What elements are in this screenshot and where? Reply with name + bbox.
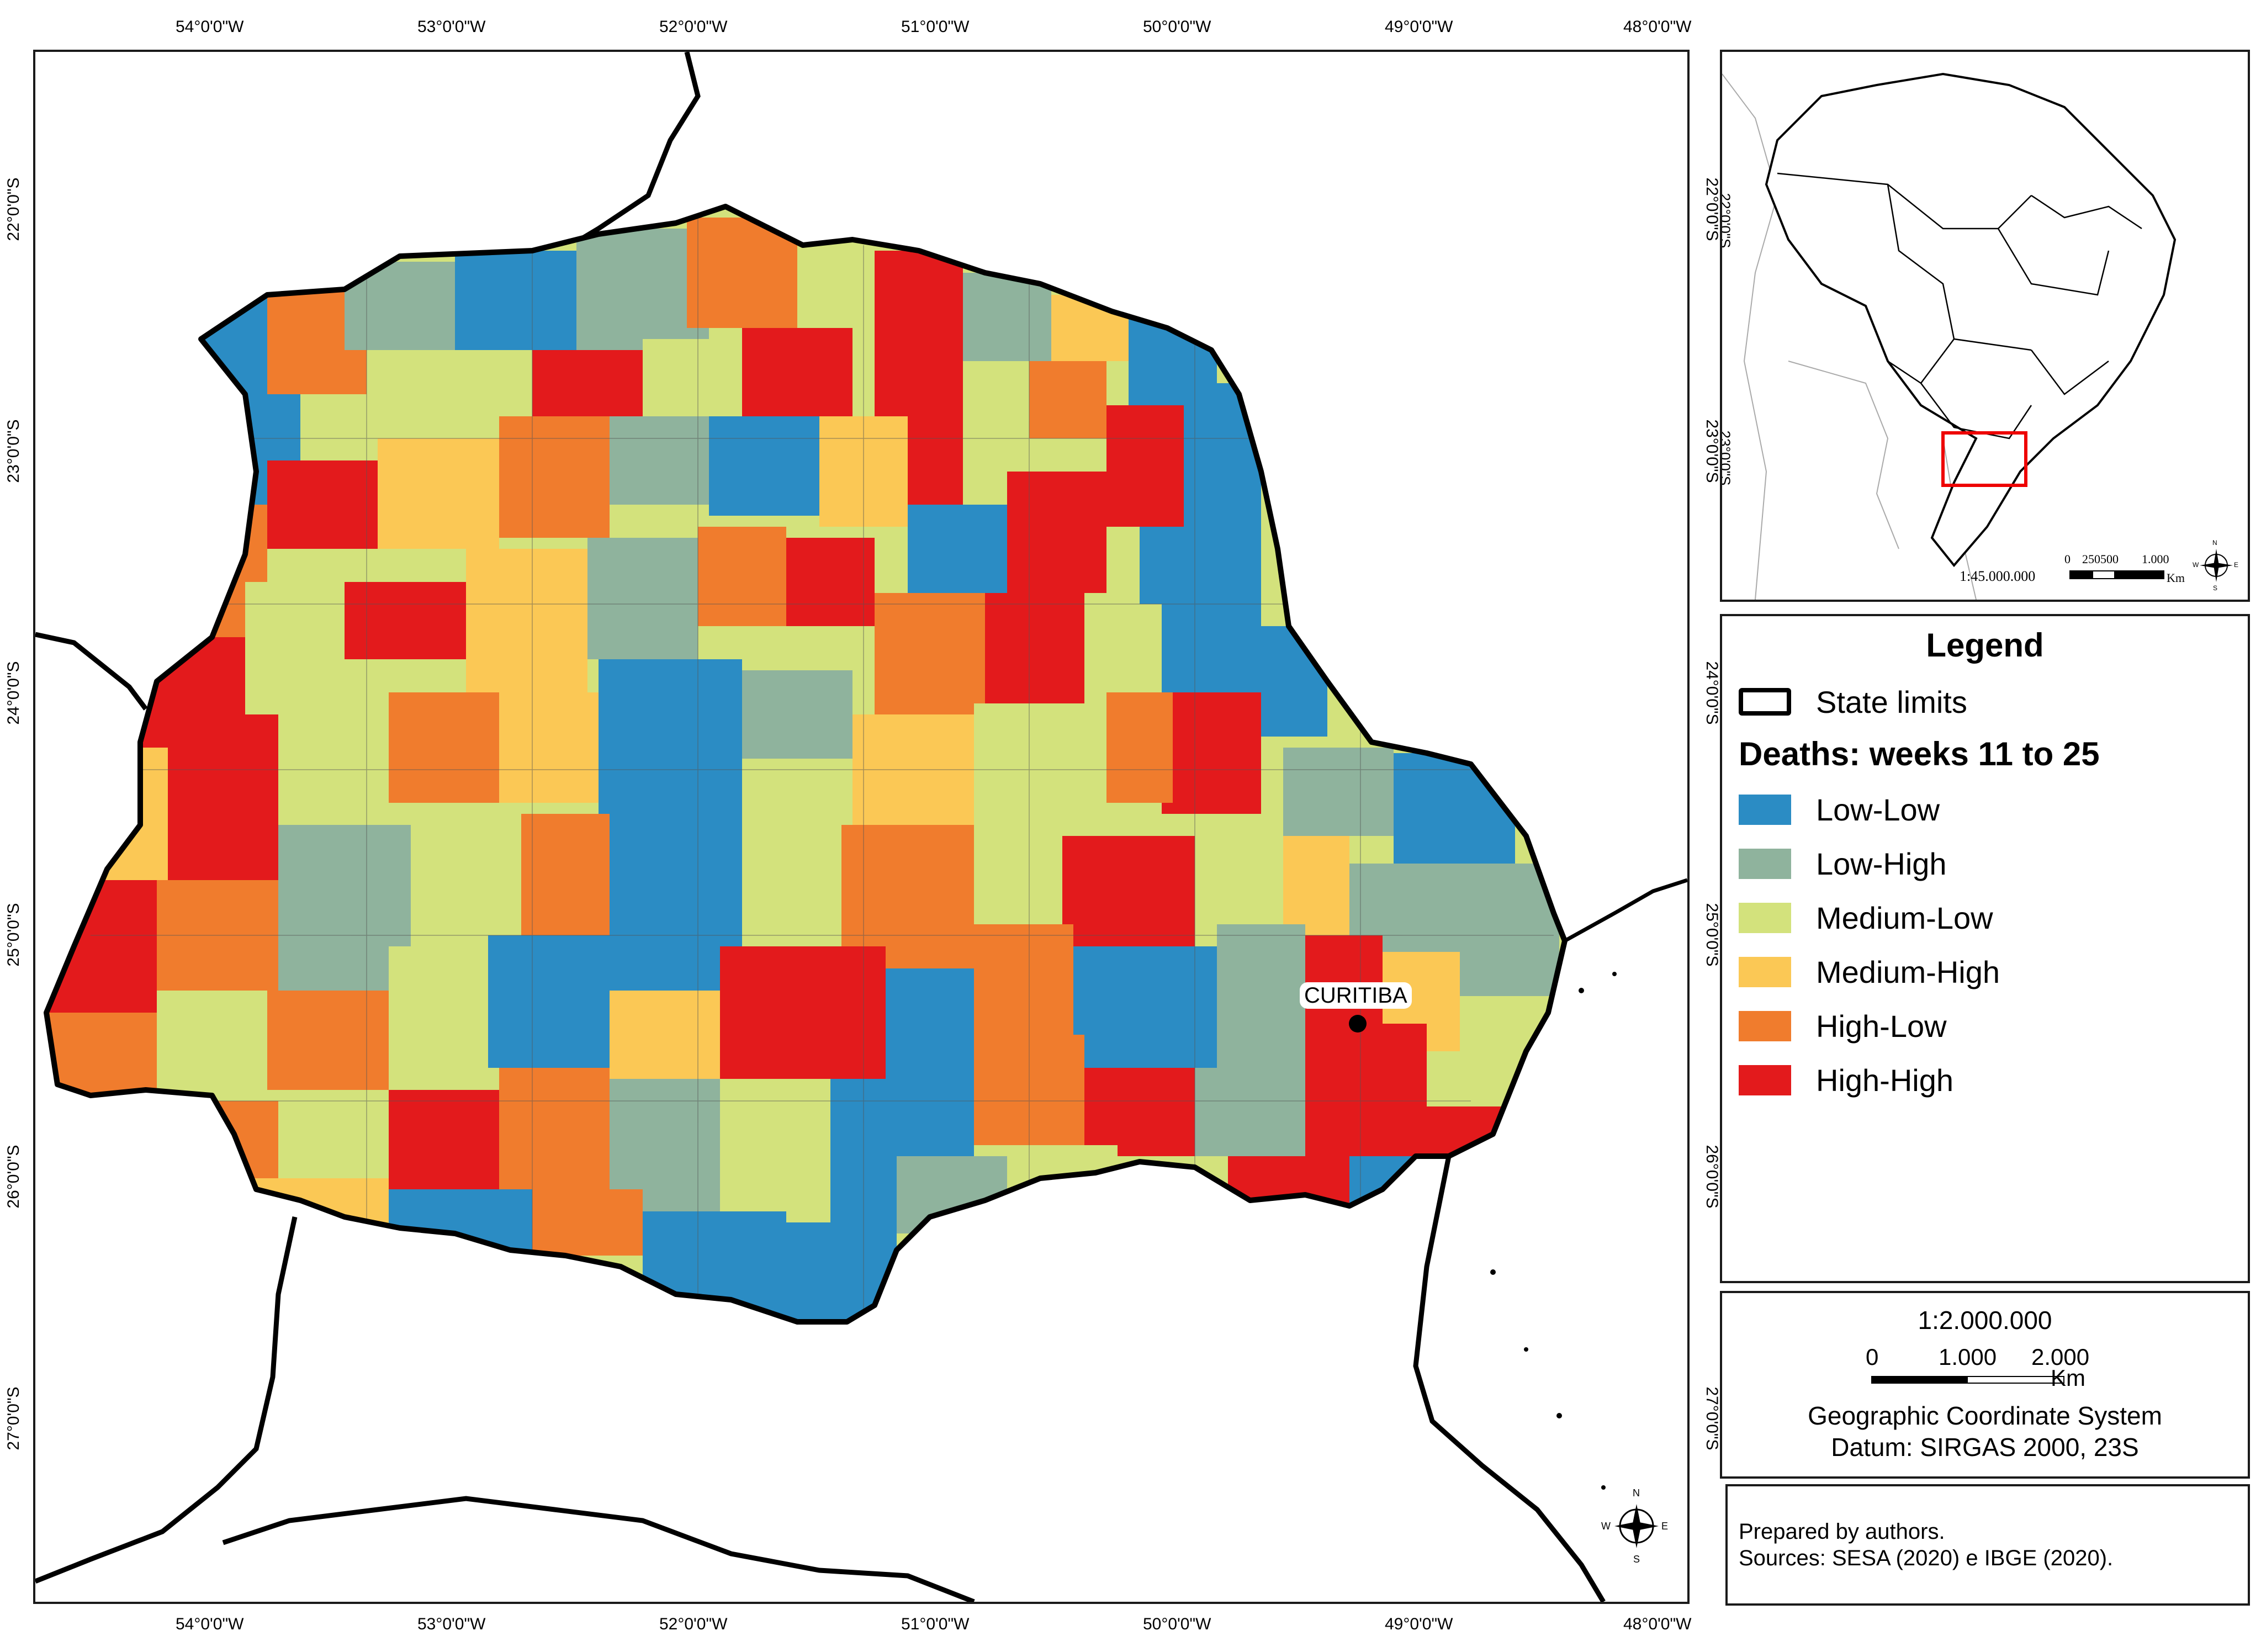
bottom-lon-label: 50°0'0"W [1143, 1615, 1211, 1633]
legend-panel: Legend State limits Deaths: weeks 11 to … [1720, 614, 2250, 1283]
left-lat-label: 24°0'0"S [4, 661, 23, 725]
legend-label: Low-High [1816, 846, 1947, 881]
capital-label: CURITIBA [1300, 982, 1412, 1009]
datum-label: Datum: SIRGAS 2000, 23S [1831, 1433, 2139, 1462]
inset-highlight-box [1941, 431, 2027, 487]
inset-lat-label: 23°0'0"S [1720, 430, 1734, 486]
inset-map-canvas [1722, 72, 2233, 600]
compass-s-label: S [1633, 1554, 1640, 1565]
compass-rose-icon: N S E W [1601, 1487, 1670, 1565]
bottom-lon-label: 54°0'0"W [176, 1615, 244, 1633]
right-lat-label: 26°0'0"S [1703, 1145, 1721, 1209]
compass-n-label: N [1633, 1487, 1640, 1499]
legend-item-medium-low: Medium-Low [1739, 898, 1993, 937]
legend-swatch [1739, 902, 1791, 933]
curitiba-marker[interactable] [1349, 1015, 1367, 1032]
coastal-islands [1490, 972, 1617, 1490]
inset-compass-s: S [2213, 584, 2218, 592]
coastline [1413, 1156, 1606, 1602]
legend-item-low-low: Low-Low [1739, 790, 1940, 829]
municipality-choropleth[interactable] [35, 52, 1687, 1602]
inset-scale-tick: 1.000 [2142, 552, 2169, 566]
state-limits-swatch [1739, 688, 1791, 716]
border-line-southwest [35, 1216, 298, 1584]
state-limits-outline [44, 204, 1568, 1325]
main-map-canvas [35, 52, 1687, 1602]
bottom-lon-label: 52°0'0"W [659, 1615, 728, 1633]
legend-subtitle: Deaths: weeks 11 to 25 [1739, 735, 2100, 772]
compass-w-label: W [1601, 1521, 1611, 1532]
inset-compass-n: N [2212, 539, 2217, 547]
legend-swatch [1739, 794, 1791, 825]
coastline-north [1564, 878, 1687, 943]
legend-swatch [1739, 956, 1791, 987]
main-map[interactable]: CURITIBA N S E W [33, 50, 1690, 1604]
top-lon-label: 52°0'0"W [659, 18, 728, 36]
scale-tick: 0 [1866, 1344, 1879, 1370]
legend-item-high-low: High-Low [1739, 1007, 1947, 1045]
inset-compass-icon [2200, 549, 2233, 582]
right-lat-label: 23°0'0"S [1703, 419, 1721, 483]
bottom-lon-label: 51°0'0"W [901, 1615, 970, 1633]
left-lat-label: 27°0'0"S [4, 1386, 23, 1450]
border-line-west [35, 632, 148, 711]
right-lat-label: 22°0'0"S [1703, 177, 1721, 241]
legend-item-low-high: Low-High [1739, 844, 1947, 883]
legend-label: Low-Low [1816, 792, 1940, 827]
bottom-lon-label: 49°0'0"W [1385, 1615, 1453, 1633]
inset-scale-tick: 0 [2064, 552, 2071, 566]
bottom-lon-label: 48°0'0"W [1623, 1615, 1692, 1633]
top-lon-label: 49°0'0"W [1385, 18, 1453, 36]
border-line-south [222, 1496, 975, 1602]
left-lat-label: 25°0'0"S [4, 903, 23, 967]
legend-title: Legend [1926, 627, 2044, 664]
left-lat-label: 23°0'0"S [4, 419, 23, 483]
inset-compass-w: W [2193, 561, 2199, 569]
scale-panel: 1:2.000.000 0 1.000 2.000 Km Geographic … [1720, 1291, 2250, 1479]
top-lon-label: 53°0'0"W [417, 18, 486, 36]
inset-compass-e: E [2234, 561, 2239, 569]
scale-ratio: 1:2.000.000 [1918, 1306, 2052, 1335]
scale-tick: 2.000 [2031, 1344, 2090, 1370]
top-lon-label: 50°0'0"W [1143, 18, 1211, 36]
scale-tick: 1.000 [1939, 1344, 1997, 1370]
left-lat-label: 22°0'0"S [4, 177, 23, 241]
legend-item-high-high: High-High [1739, 1061, 1953, 1099]
legend-swatch [1739, 1065, 1791, 1095]
crs-label: Geographic Coordinate System [1808, 1401, 2162, 1430]
inset-scale-unit: Km [2167, 571, 2185, 585]
left-lat-label: 26°0'0"S [4, 1145, 23, 1209]
right-lat-label: 25°0'0"S [1703, 903, 1721, 967]
scale-bar [1871, 1376, 2064, 1384]
scale-unit: Km [2051, 1365, 2085, 1391]
legend-item-state-limits: State limits [1739, 682, 1967, 721]
legend-label: High-High [1816, 1062, 1953, 1098]
inset-lat-label: 22°0'0"S [1720, 193, 1734, 248]
legend-swatch [1739, 848, 1791, 879]
inset-scale-ratio: 1:45.000.000 [1960, 568, 2036, 584]
credits-line-2: Sources: SESA (2020) e IBGE (2020). [1739, 1546, 2114, 1570]
legend-label: High-Low [1816, 1008, 1947, 1044]
credits-panel: Prepared by authors. Sources: SESA (2020… [1725, 1484, 2250, 1606]
credits-line-1: Prepared by authors. [1739, 1519, 1945, 1544]
top-lon-label: 54°0'0"W [176, 18, 244, 36]
inset-map[interactable]: 22°0'0"S 23°0'0"S 1:45.000.000 0 250500 … [1720, 50, 2250, 602]
inset-scale-tick: 250500 [2082, 552, 2119, 566]
compass-e-label: E [1661, 1521, 1669, 1532]
legend-label: Medium-Low [1816, 900, 1993, 935]
right-lat-label: 27°0'0"S [1703, 1386, 1721, 1450]
bottom-lon-label: 53°0'0"W [417, 1615, 486, 1633]
legend-swatch [1739, 1010, 1791, 1041]
top-lon-label: 48°0'0"W [1623, 18, 1692, 36]
legend-label: State limits [1816, 684, 1967, 719]
top-lon-label: 51°0'0"W [901, 18, 970, 36]
legend-item-medium-high: Medium-High [1739, 952, 2000, 991]
right-lat-label: 24°0'0"S [1703, 661, 1721, 725]
brazil-outline [1765, 72, 2177, 568]
legend-label: Medium-High [1816, 954, 2000, 989]
